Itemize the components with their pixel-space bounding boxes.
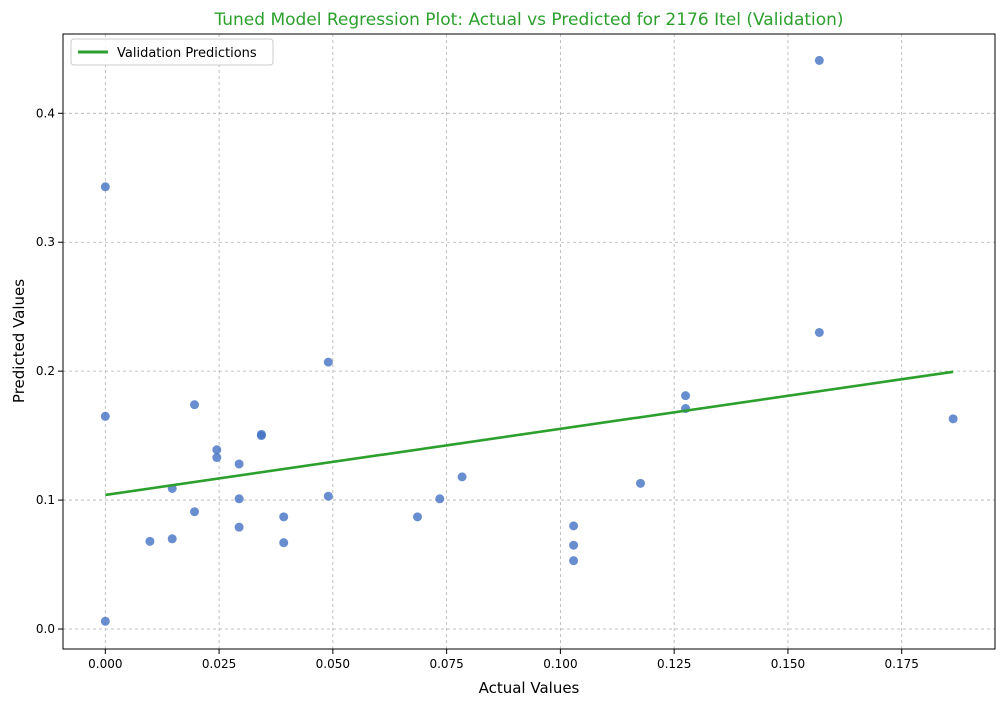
scatter-point [413, 512, 423, 522]
scatter-point [234, 459, 244, 469]
scatter-point [100, 411, 110, 421]
scatter-point [234, 522, 244, 532]
scatter-point [190, 507, 200, 517]
scatter-point [569, 521, 579, 531]
y-tick-label: 0.2 [36, 364, 55, 378]
scatter-point [256, 431, 266, 441]
scatter-point [100, 616, 110, 626]
scatter-point [948, 414, 958, 424]
y-tick-label: 0.4 [36, 106, 55, 120]
scatter-point [569, 540, 579, 550]
x-tick-label: 0.050 [316, 657, 350, 671]
scatter-point [323, 491, 333, 501]
scatter-points [100, 55, 958, 626]
scatter-point [814, 327, 824, 337]
scatter-point [457, 472, 467, 482]
y-tick-label: 0.0 [36, 622, 55, 636]
x-tick-label: 0.100 [543, 657, 577, 671]
scatter-point [814, 55, 824, 65]
scatter-point [569, 556, 579, 566]
y-tick-label: 0.1 [36, 493, 55, 507]
scatter-point [212, 453, 222, 463]
scatter-point [635, 478, 645, 488]
legend-box [70, 38, 274, 66]
x-tick-label: 0.150 [771, 657, 805, 671]
y-axis-label: Predicted Values [10, 279, 28, 403]
x-tick-label: 0.000 [88, 657, 122, 671]
grid-lines [63, 34, 995, 649]
scatter-point [279, 538, 289, 548]
scatter-point [435, 494, 445, 504]
x-axis-ticks: 0.000 0.025 0.050 0.075 0.100 0.125 0.150 0.175 [88, 649, 919, 671]
x-tick-label: 0.175 [885, 657, 919, 671]
x-axis-label: Actual Values [479, 679, 580, 697]
x-tick-label: 0.075 [429, 657, 463, 671]
x-tick-label: 0.125 [657, 657, 691, 671]
scatter-point [167, 534, 177, 544]
x-tick-label: 0.025 [202, 657, 236, 671]
legend: Validation Predictions [70, 38, 274, 66]
regression-line [105, 370, 954, 497]
regression-line-layer [105, 370, 954, 497]
chart-title: Tuned Model Regression Plot: Actual vs P… [213, 10, 843, 30]
scatter-point [212, 445, 222, 455]
y-tick-label: 0.3 [36, 235, 55, 249]
scatter-point [681, 391, 691, 401]
legend-label-validation-predictions: Validation Predictions [117, 46, 257, 61]
scatter-point [323, 357, 333, 367]
scatter-point [190, 400, 200, 410]
scatter-point [234, 494, 244, 504]
y-axis-ticks: 0.0 0.1 0.2 0.3 0.4 [36, 106, 63, 636]
scatter-point [279, 512, 289, 522]
plot-frame [62, 33, 996, 650]
scatter-point [100, 182, 110, 192]
scatter-point [145, 536, 155, 546]
